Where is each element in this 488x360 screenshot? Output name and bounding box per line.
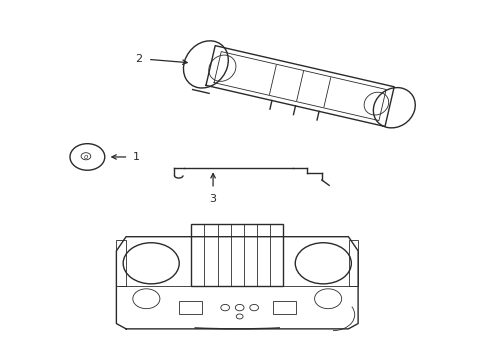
Text: o: o <box>83 154 88 159</box>
Bar <box>179 301 202 314</box>
Text: 2: 2 <box>135 54 142 64</box>
Text: 3: 3 <box>209 194 216 204</box>
Text: 1: 1 <box>132 152 139 162</box>
Bar <box>272 301 295 314</box>
Bar <box>348 240 357 286</box>
Bar <box>191 224 283 286</box>
Bar <box>116 240 125 286</box>
